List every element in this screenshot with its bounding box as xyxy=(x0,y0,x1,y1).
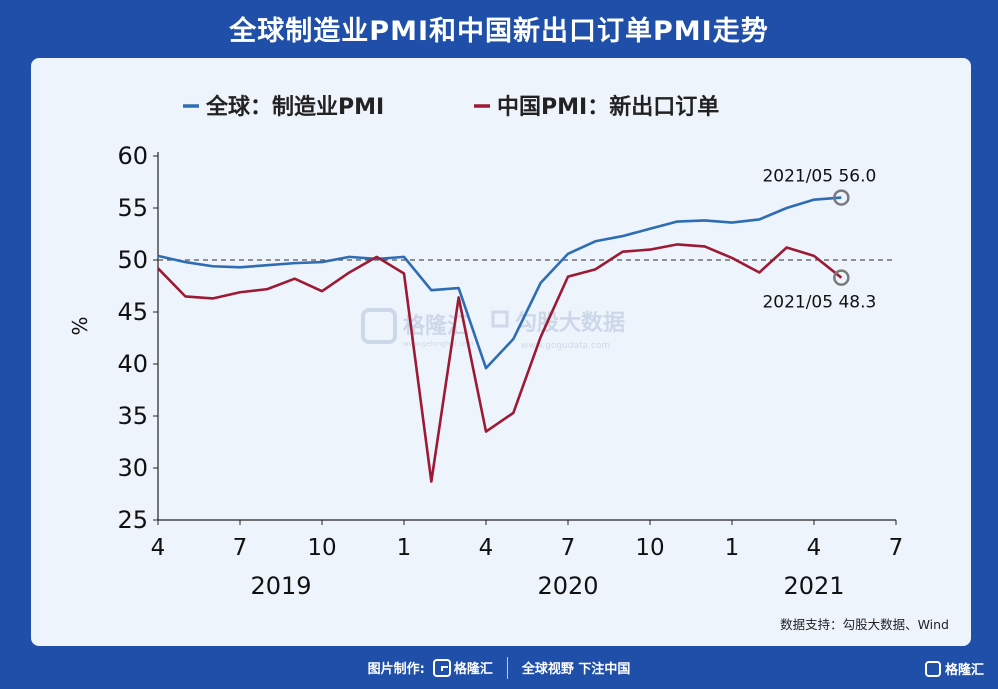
footer-brand-name: 格隆汇 xyxy=(453,662,493,677)
legend: 全球：制造业PMI 中国PMI：新出口订单 xyxy=(183,94,719,120)
y-tick-label: 55 xyxy=(117,194,148,222)
brand-logo-icon xyxy=(432,658,451,677)
page-title: 全球制造业PMI和中国新出口订单PMI走势 xyxy=(229,15,769,47)
y-tick-label: 45 xyxy=(117,298,148,326)
watermark-logo-icon xyxy=(361,308,397,344)
x-tick-label: 4 xyxy=(807,535,822,561)
x-tick-label: 7 xyxy=(233,535,248,561)
y-axis-label: % xyxy=(68,316,92,335)
footer-slogan: 全球视野 下注中国 xyxy=(521,662,631,677)
annotation-marker xyxy=(833,189,850,206)
data-source-note: 数据支持：勾股大数据、Wind xyxy=(780,617,949,632)
x-year-label: 2020 xyxy=(537,572,598,600)
y-tick-label: 35 xyxy=(117,402,148,430)
x-tick-label: 4 xyxy=(151,535,166,561)
watermark-left-url: www.gelonghui.com xyxy=(403,340,474,348)
footer-divider xyxy=(506,656,508,679)
y-tick-label: 30 xyxy=(117,454,148,482)
x-tick-label: 10 xyxy=(307,535,336,561)
x-tick-label: 1 xyxy=(397,535,412,561)
watermark-left: 格隆汇 www.gelonghui.com xyxy=(361,308,474,348)
legend-china-label: 中国PMI：新出口订单 xyxy=(497,94,719,120)
x-tick-label: 4 xyxy=(479,535,494,561)
annotation-label: 2021/05 56.0 xyxy=(762,167,876,187)
corner-logo-icon xyxy=(924,660,941,677)
corner-brand-name: 格隆汇 xyxy=(944,663,984,678)
y-tick-label: 25 xyxy=(117,506,148,534)
legend-global-label: 全球：制造业PMI xyxy=(205,94,384,120)
watermark-right-url: www.gogudata.com xyxy=(521,341,610,351)
y-tick-label: 60 xyxy=(117,142,148,170)
x-year-label: 2021 xyxy=(783,572,844,600)
x-tick-label: 7 xyxy=(889,535,904,561)
plot-area: 2021/05 56.0 2021/05 48.3 xyxy=(157,167,896,483)
chart-card: 格隆汇 www.gelonghui.com 勾股大数据 www.gogudata… xyxy=(31,58,971,646)
watermark-right-text: 勾股大数据 xyxy=(515,310,625,336)
watermark-right-icon xyxy=(491,310,509,328)
annotation-label: 2021/05 48.3 xyxy=(762,293,876,313)
corner-brand: 格隆汇 xyxy=(924,659,984,678)
x-tick-label: 1 xyxy=(725,535,740,561)
annotation-marker xyxy=(833,269,850,286)
credit-label: 图片制作: xyxy=(367,662,425,677)
footer-brand: 格隆汇 xyxy=(432,658,493,677)
series-china-line xyxy=(157,243,843,483)
y-tick-label: 40 xyxy=(117,350,148,378)
line-chart: 格隆汇 www.gelonghui.com 勾股大数据 www.gogudata… xyxy=(68,94,903,600)
series-global-line xyxy=(157,196,842,370)
y-tick-label: 50 xyxy=(117,246,148,274)
footer: 图片制作: 格隆汇 全球视野 下注中国 xyxy=(0,646,998,689)
x-tick-label: 7 xyxy=(561,535,576,561)
watermark-right: 勾股大数据 www.gogudata.com xyxy=(491,310,625,351)
x-year-label: 2019 xyxy=(250,572,311,600)
watermark-left-text: 格隆汇 xyxy=(403,313,469,339)
x-tick-label: 10 xyxy=(635,535,664,561)
